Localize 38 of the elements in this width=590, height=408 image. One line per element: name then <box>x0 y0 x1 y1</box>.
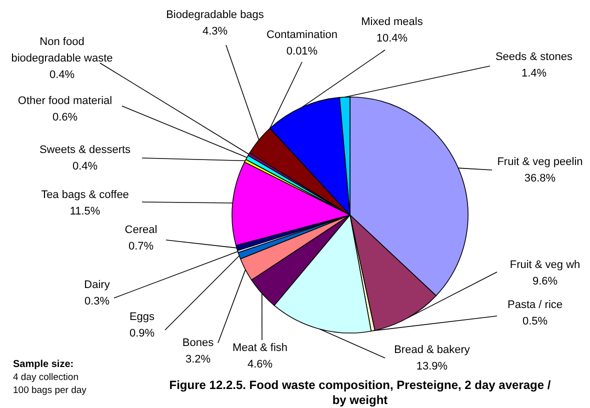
slice-label: Fruit & veg peelin <box>497 156 583 168</box>
data-label: 0.4% <box>49 69 75 81</box>
data-label: 0.01% <box>286 46 318 58</box>
data-label: 11.5% <box>70 206 100 218</box>
data-label: 1.4% <box>521 68 547 80</box>
slice-label: Bones <box>182 337 214 349</box>
data-label: 0.4% <box>72 160 98 172</box>
data-label: 4.6% <box>247 358 273 370</box>
text: 100 bags per day <box>13 385 87 396</box>
slice-label: Pasta / rice <box>507 299 563 311</box>
slice-label: Tea bags & coffee <box>41 189 129 201</box>
slice-label: Bread & bakery <box>394 344 470 356</box>
data-label: 13.9% <box>416 360 448 372</box>
data-label: 0.3% <box>84 296 110 308</box>
data-label: 4.3% <box>202 26 228 38</box>
slice-label: Fruit & veg wh <box>510 259 580 271</box>
data-label: 10.4% <box>376 32 408 44</box>
data-label: 0.6% <box>52 112 78 124</box>
data-label: 36.8% <box>524 172 556 184</box>
text: 4 day collection <box>13 372 78 383</box>
slice-label: Mixed meals <box>361 16 424 28</box>
slice-label: Eggs <box>129 311 156 323</box>
slice-label: Non food biodegradable waste <box>11 36 113 64</box>
data-label: 3.2% <box>185 354 211 366</box>
slice-label: Other food material <box>18 95 112 107</box>
text: Figure 12.2.5. Food waste composition, Presteigne, 2 day average / by weight <box>169 378 552 407</box>
slice-label: Meat & fish <box>232 342 288 354</box>
slice-label: Contamination <box>266 29 338 41</box>
data-label: 0.7% <box>128 240 154 252</box>
slice-label: Dairy <box>84 279 110 291</box>
slice-label: Seeds & stones <box>495 51 574 63</box>
data-label: 9.6% <box>532 276 558 288</box>
slice-label: Sweets & desserts <box>39 144 132 156</box>
slice-label: Biodegradable bags <box>166 9 264 21</box>
text: Sample size: <box>13 359 74 370</box>
data-label: 0.5% <box>522 316 548 328</box>
slice-label: Cereal <box>124 224 158 236</box>
data-label: 0.9% <box>129 328 155 340</box>
